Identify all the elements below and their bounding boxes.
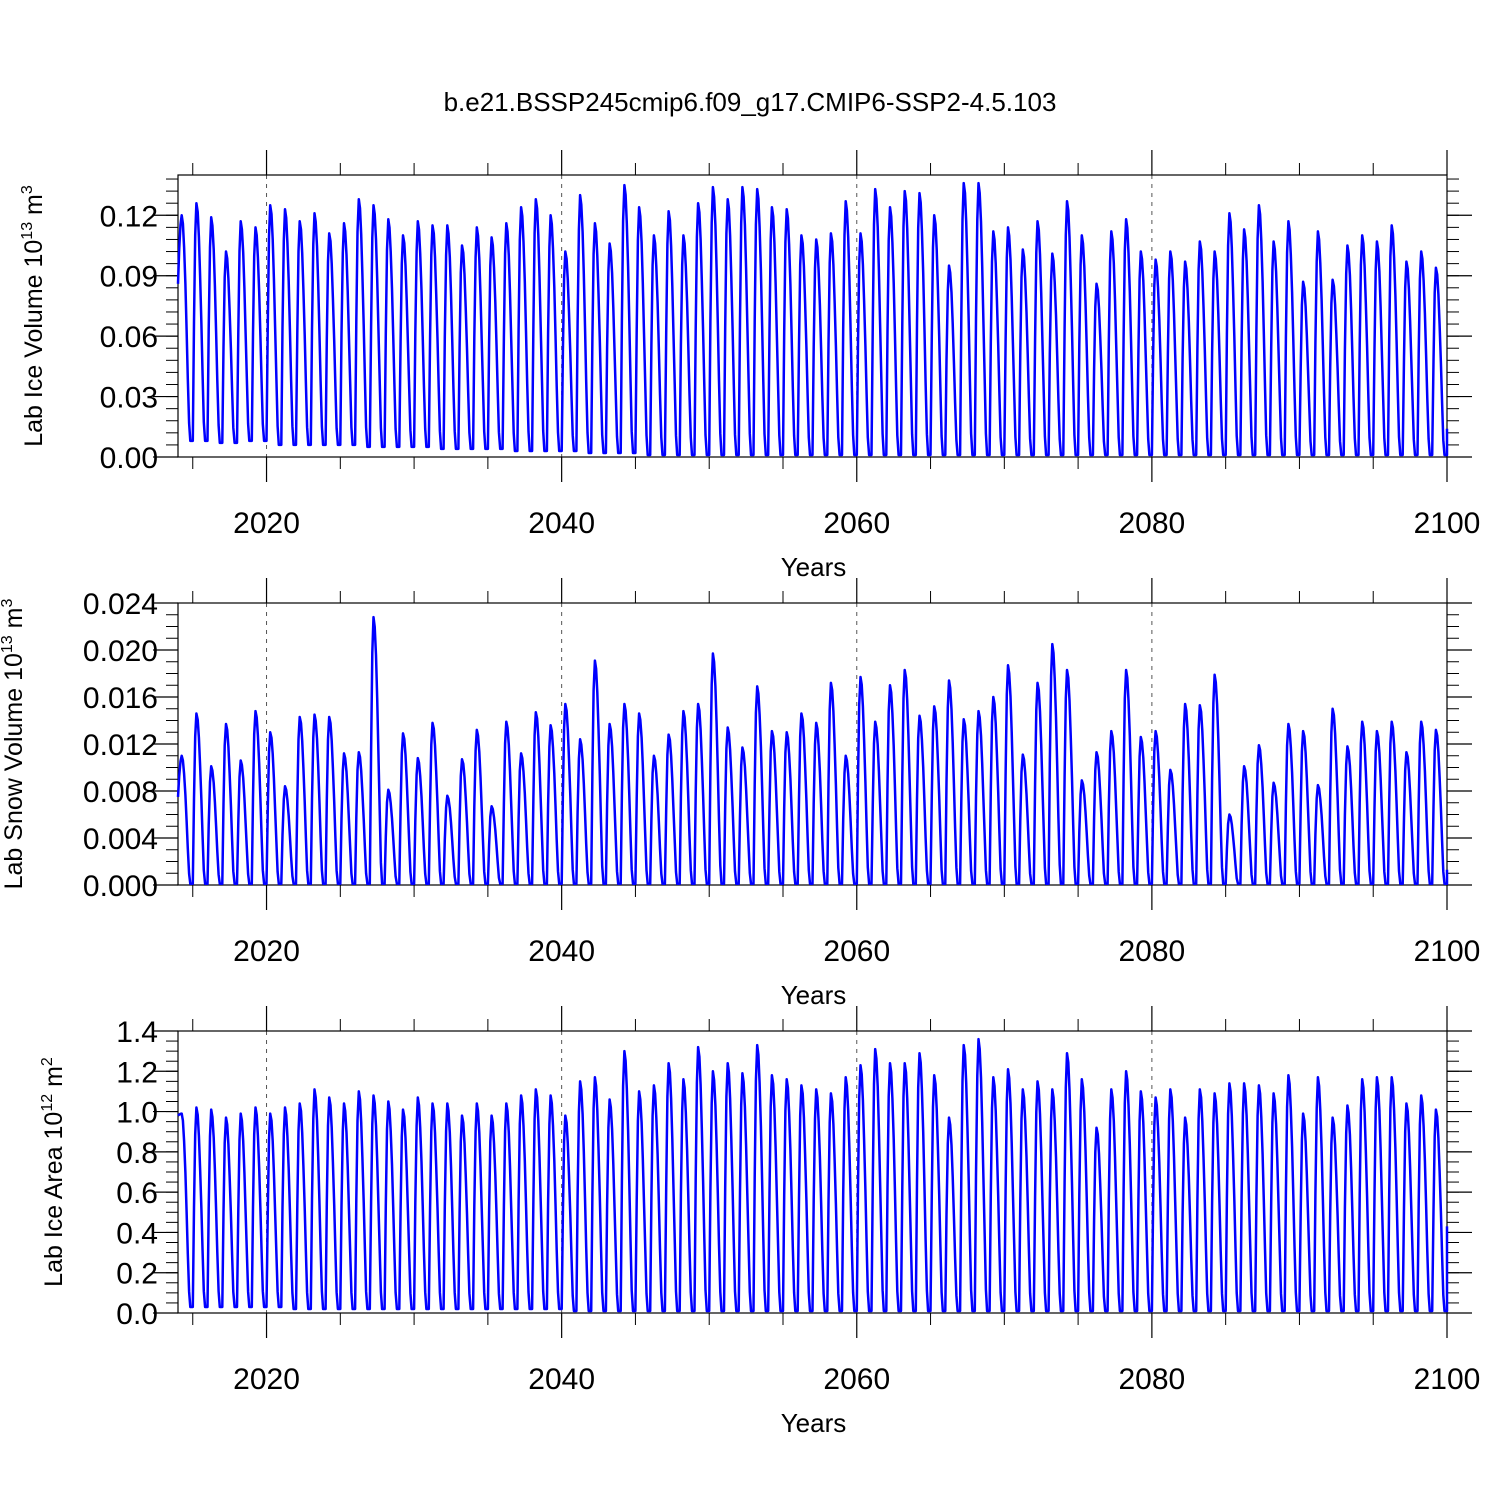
y-tick-label: 0.2 bbox=[116, 1258, 158, 1291]
x-tick-label: 2040 bbox=[528, 507, 595, 540]
y-tick-label: 0.016 bbox=[83, 682, 158, 715]
x-tick-label: 2100 bbox=[1414, 1363, 1481, 1396]
ice-volume-plot-frame bbox=[177, 174, 1448, 458]
x-tick-label: 2020 bbox=[233, 935, 300, 968]
ice-volume-panel: 0.00 0.03 0.06 0.09 0.12 2020 2040 2060 2080 2100… bbox=[19, 150, 1480, 582]
x-tick-label: 2020 bbox=[233, 1363, 300, 1396]
y-tick-label: 0.06 bbox=[100, 321, 158, 354]
y-tick-label: 0.008 bbox=[83, 776, 158, 809]
y-tick-label: 0.8 bbox=[116, 1137, 158, 1170]
x-tick-label: 2060 bbox=[823, 507, 890, 540]
x-tick-label: 2100 bbox=[1414, 935, 1481, 968]
y-tick-label: 1.4 bbox=[116, 1016, 158, 1049]
chart-title: b.e21.BSSP245cmip6.f09_g17.CMIP6-SSP2-4.… bbox=[444, 87, 1057, 117]
ice-area-panel: 0.0 0.2 0.4 0.6 0.8 1.0 1.2 1.4 2020 2040 2060 2080… bbox=[39, 1006, 1480, 1438]
x-axis-title: Years bbox=[781, 552, 847, 582]
y-tick-label: 0.00 bbox=[100, 442, 158, 475]
x-tick-label: 2060 bbox=[823, 935, 890, 968]
x-tick-label: 2080 bbox=[1119, 935, 1186, 968]
y-tick-label: 0.020 bbox=[83, 635, 158, 668]
ice-volume-series-line bbox=[176, 181, 1449, 457]
snow-volume-panel: 0.000 0.004 0.008 0.012 0.016 0.020 0.024 2020 2… bbox=[0, 578, 1480, 1010]
y-axis-title: Lab Snow Volume 1013 m3 bbox=[0, 599, 28, 890]
y-tick-label: 0.012 bbox=[83, 729, 158, 762]
y-tick-label: 1.0 bbox=[116, 1097, 158, 1130]
x-axis-title: Years bbox=[781, 1408, 847, 1438]
y-axis-title: Lab Ice Area 1012 m2 bbox=[39, 1057, 68, 1287]
x-tick-label: 2080 bbox=[1119, 507, 1186, 540]
x-axis-title: Years bbox=[781, 980, 847, 1010]
y-tick-label: 0.12 bbox=[100, 200, 158, 233]
y-tick-label: 0.024 bbox=[83, 588, 158, 621]
y-tick-label: 0.0 bbox=[116, 1298, 158, 1331]
x-tick-label: 2040 bbox=[528, 1363, 595, 1396]
y-tick-label: 0.09 bbox=[100, 261, 158, 294]
y-tick-label: 0.6 bbox=[116, 1177, 158, 1210]
y-tick-label: 1.2 bbox=[116, 1056, 158, 1089]
y-axis-title: Lab Ice Volume 1013 m3 bbox=[19, 185, 48, 447]
x-tick-label: 2020 bbox=[233, 507, 300, 540]
y-tick-label: 0.03 bbox=[100, 382, 158, 415]
snow-volume-series-line bbox=[176, 615, 1449, 886]
y-tick-label: 0.004 bbox=[83, 823, 158, 856]
x-tick-label: 2080 bbox=[1119, 1363, 1186, 1396]
y-tick-label: 0.000 bbox=[83, 870, 158, 903]
x-tick-label: 2100 bbox=[1414, 507, 1481, 540]
x-tick-label: 2040 bbox=[528, 935, 595, 968]
x-tick-label: 2060 bbox=[823, 1363, 890, 1396]
y-tick-label: 0.4 bbox=[116, 1217, 158, 1250]
ice-area-series-line bbox=[177, 1037, 1449, 1313]
